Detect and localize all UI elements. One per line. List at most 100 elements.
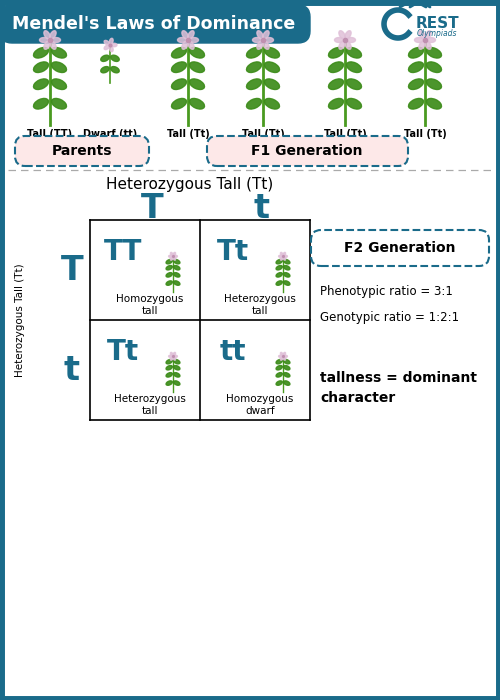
Ellipse shape: [408, 99, 424, 109]
Text: t: t: [64, 354, 80, 386]
Text: Tt: Tt: [217, 238, 249, 266]
Ellipse shape: [101, 55, 109, 62]
Ellipse shape: [346, 62, 362, 73]
Ellipse shape: [50, 41, 56, 49]
Ellipse shape: [190, 79, 204, 90]
Ellipse shape: [173, 253, 176, 256]
Ellipse shape: [104, 41, 110, 45]
Text: F1 Generation: F1 Generation: [252, 144, 363, 158]
Ellipse shape: [345, 31, 351, 39]
Ellipse shape: [190, 62, 204, 73]
Ellipse shape: [276, 359, 282, 364]
Ellipse shape: [246, 48, 262, 58]
Text: T: T: [140, 192, 164, 225]
Ellipse shape: [346, 38, 356, 43]
Text: Heterozygous
tall: Heterozygous tall: [224, 294, 296, 316]
Ellipse shape: [426, 48, 442, 58]
Ellipse shape: [168, 256, 172, 258]
Text: t: t: [254, 192, 270, 225]
Ellipse shape: [284, 272, 290, 277]
Text: Tall (Tt): Tall (Tt): [166, 129, 210, 139]
Ellipse shape: [339, 31, 345, 39]
Ellipse shape: [166, 359, 172, 364]
Ellipse shape: [168, 356, 172, 357]
Ellipse shape: [50, 31, 56, 39]
Ellipse shape: [284, 356, 288, 357]
Ellipse shape: [283, 257, 286, 260]
Ellipse shape: [345, 41, 351, 49]
Ellipse shape: [110, 38, 113, 44]
Ellipse shape: [408, 62, 424, 73]
Ellipse shape: [188, 31, 194, 39]
Ellipse shape: [328, 62, 344, 73]
Ellipse shape: [170, 257, 173, 260]
Ellipse shape: [276, 372, 282, 377]
Ellipse shape: [276, 365, 282, 370]
Ellipse shape: [190, 38, 198, 43]
Ellipse shape: [173, 257, 176, 260]
Ellipse shape: [190, 99, 204, 109]
Text: T: T: [60, 253, 84, 286]
Ellipse shape: [166, 281, 172, 286]
Ellipse shape: [44, 41, 50, 49]
Ellipse shape: [174, 356, 178, 357]
Ellipse shape: [276, 260, 282, 264]
Ellipse shape: [174, 272, 180, 277]
Ellipse shape: [166, 372, 172, 377]
Ellipse shape: [284, 365, 290, 370]
Ellipse shape: [166, 365, 172, 370]
Ellipse shape: [174, 359, 180, 364]
Ellipse shape: [426, 79, 442, 90]
Ellipse shape: [34, 79, 48, 90]
Text: Dwarf (tt): Dwarf (tt): [83, 129, 137, 139]
Ellipse shape: [346, 99, 362, 109]
Ellipse shape: [346, 48, 362, 58]
Text: tt: tt: [220, 338, 246, 366]
Ellipse shape: [278, 256, 282, 258]
Ellipse shape: [174, 365, 180, 370]
Ellipse shape: [172, 79, 186, 90]
Ellipse shape: [264, 79, 280, 90]
FancyBboxPatch shape: [207, 136, 408, 166]
Ellipse shape: [246, 99, 262, 109]
Ellipse shape: [173, 352, 176, 356]
Text: Parents: Parents: [52, 144, 112, 158]
Ellipse shape: [52, 99, 66, 109]
Ellipse shape: [44, 31, 50, 39]
Ellipse shape: [188, 41, 194, 49]
Ellipse shape: [276, 281, 282, 286]
Text: TT: TT: [104, 238, 142, 266]
Ellipse shape: [264, 38, 274, 43]
Ellipse shape: [34, 48, 48, 58]
Ellipse shape: [166, 381, 172, 385]
Ellipse shape: [276, 381, 282, 385]
Ellipse shape: [34, 62, 48, 73]
Ellipse shape: [280, 352, 283, 356]
Ellipse shape: [264, 62, 280, 73]
Text: Heterozygous Tall (Tt): Heterozygous Tall (Tt): [106, 176, 274, 192]
Ellipse shape: [174, 256, 178, 258]
Ellipse shape: [257, 31, 263, 39]
Ellipse shape: [425, 31, 431, 39]
Ellipse shape: [170, 357, 173, 360]
Ellipse shape: [52, 38, 60, 43]
Ellipse shape: [174, 265, 180, 270]
Ellipse shape: [170, 352, 173, 356]
Text: Olympiads: Olympiads: [417, 29, 458, 38]
Ellipse shape: [419, 31, 425, 39]
Ellipse shape: [284, 281, 290, 286]
Ellipse shape: [284, 265, 290, 270]
Ellipse shape: [257, 41, 263, 49]
Ellipse shape: [172, 62, 186, 73]
Ellipse shape: [263, 41, 269, 49]
Text: REST: REST: [416, 17, 460, 32]
Ellipse shape: [52, 62, 66, 73]
Ellipse shape: [166, 260, 172, 264]
Ellipse shape: [182, 31, 188, 39]
Text: tallness = dominant
character: tallness = dominant character: [320, 371, 477, 405]
Ellipse shape: [110, 46, 113, 52]
Ellipse shape: [264, 48, 280, 58]
Ellipse shape: [284, 372, 290, 377]
Ellipse shape: [328, 99, 344, 109]
Ellipse shape: [263, 31, 269, 39]
